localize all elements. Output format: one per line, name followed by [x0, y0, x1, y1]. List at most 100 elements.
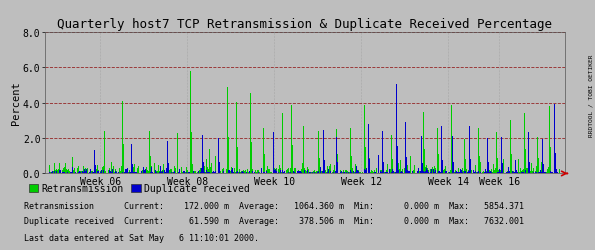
Bar — [298, 170, 299, 174]
Bar — [80, 172, 81, 174]
Bar — [426, 165, 427, 174]
Bar — [320, 167, 321, 174]
Bar — [246, 173, 247, 174]
Bar — [291, 106, 292, 174]
Bar — [476, 173, 477, 174]
Bar — [489, 172, 490, 174]
Bar — [368, 124, 369, 174]
Bar — [171, 172, 172, 174]
Bar — [197, 173, 198, 174]
Bar — [174, 172, 175, 174]
Bar — [358, 171, 359, 174]
Bar — [500, 172, 501, 174]
Bar — [457, 172, 458, 174]
Bar — [164, 171, 165, 174]
Bar — [62, 172, 63, 174]
Bar — [387, 173, 389, 174]
Bar — [144, 173, 145, 174]
Bar — [521, 171, 522, 174]
Bar — [454, 173, 455, 174]
Bar — [100, 172, 101, 174]
Bar — [177, 169, 178, 174]
Bar — [165, 168, 167, 174]
Bar — [118, 172, 119, 174]
Bar — [428, 172, 429, 174]
Bar — [161, 171, 162, 174]
Bar — [310, 172, 311, 174]
Bar — [84, 170, 85, 174]
Bar — [290, 169, 291, 174]
Bar — [364, 169, 365, 174]
Bar — [61, 173, 62, 174]
Text: Last data entered at Sat May   6 11:10:01 2000.: Last data entered at Sat May 6 11:10:01 … — [24, 233, 259, 242]
Bar — [86, 169, 87, 174]
Bar — [496, 173, 497, 174]
Bar — [214, 173, 215, 174]
Bar — [213, 171, 214, 174]
Bar — [448, 172, 449, 174]
Bar — [284, 172, 285, 174]
Bar — [295, 173, 296, 174]
Bar — [64, 167, 65, 174]
Bar — [252, 171, 253, 174]
Bar — [141, 172, 142, 174]
Bar — [123, 144, 124, 174]
Bar — [527, 173, 528, 174]
Bar — [255, 170, 256, 174]
Bar — [532, 171, 533, 174]
Bar — [498, 171, 499, 174]
Bar — [87, 168, 88, 174]
Bar — [369, 158, 370, 174]
Bar — [524, 113, 525, 174]
Bar — [131, 145, 132, 174]
Bar — [393, 171, 394, 174]
Bar — [531, 173, 532, 174]
Bar — [544, 172, 546, 174]
Bar — [82, 171, 83, 174]
Bar — [324, 169, 325, 174]
Bar — [249, 172, 250, 174]
Bar — [478, 129, 479, 174]
Bar — [179, 173, 180, 174]
Bar — [293, 171, 295, 174]
Bar — [240, 168, 242, 174]
Bar — [517, 172, 518, 174]
Bar — [130, 172, 131, 174]
Bar — [400, 173, 401, 174]
Bar — [93, 173, 95, 174]
Bar — [477, 173, 478, 174]
Bar — [516, 170, 517, 174]
Bar — [419, 172, 421, 174]
Bar — [290, 172, 291, 174]
Bar — [330, 164, 331, 174]
Bar — [124, 170, 126, 174]
Bar — [510, 120, 511, 174]
Bar — [550, 172, 551, 174]
Bar — [348, 173, 349, 174]
Bar — [240, 173, 242, 174]
Bar — [256, 173, 257, 174]
Bar — [509, 173, 510, 174]
Bar — [206, 168, 208, 174]
Bar — [487, 167, 488, 174]
Bar — [397, 170, 399, 174]
Bar — [310, 172, 311, 174]
Bar — [281, 170, 283, 174]
Bar — [474, 172, 475, 174]
Bar — [98, 171, 99, 174]
Bar — [258, 170, 259, 174]
Bar — [444, 170, 445, 174]
Bar — [459, 172, 460, 174]
Bar — [78, 172, 79, 174]
Bar — [286, 171, 287, 174]
Bar — [553, 173, 554, 174]
Bar — [372, 172, 373, 174]
Bar — [298, 171, 299, 174]
Bar — [267, 167, 268, 174]
Bar — [520, 168, 521, 174]
Bar — [86, 172, 87, 174]
Bar — [208, 173, 209, 174]
Bar — [506, 173, 508, 174]
Bar — [65, 163, 66, 174]
Bar — [178, 172, 179, 174]
